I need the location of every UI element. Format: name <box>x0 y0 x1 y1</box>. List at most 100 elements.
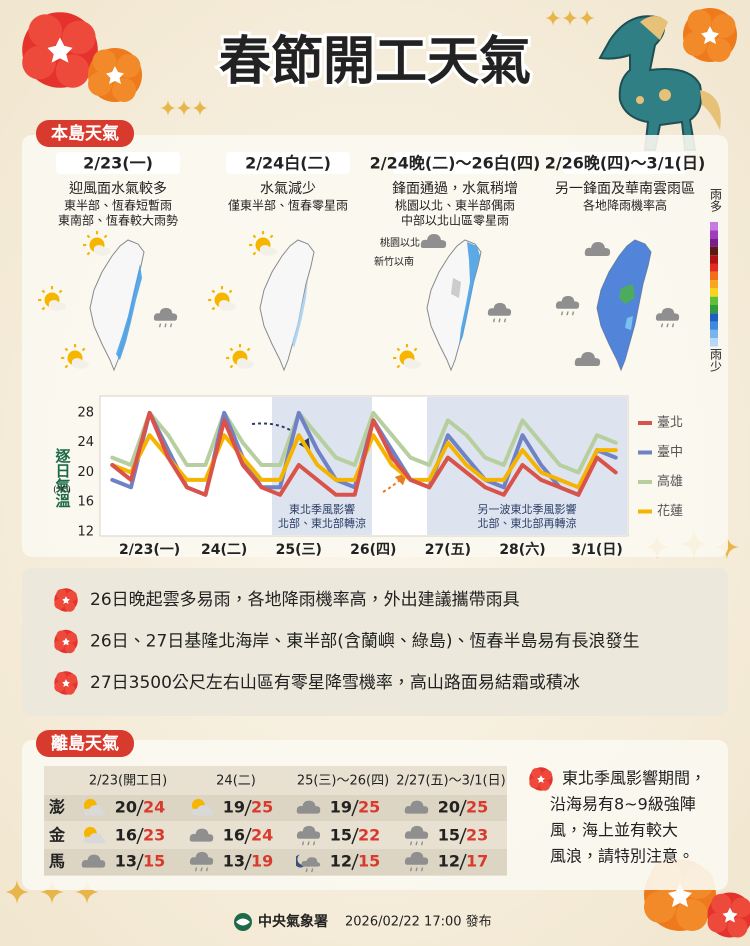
high-temp: 24 <box>251 826 273 845</box>
flower-decoration <box>88 48 142 102</box>
annotation: 北部、東北部再轉涼 <box>478 516 577 530</box>
panel-detail: 東半部、恆春短暫雨 <box>64 198 172 213</box>
separator <box>136 853 144 871</box>
panel-date: 2/24白(二) <box>245 154 331 173</box>
separator <box>351 853 359 871</box>
separator <box>136 827 144 845</box>
separator <box>244 853 252 871</box>
taiwan-map <box>426 239 482 371</box>
high-temp: 24 <box>143 798 165 817</box>
note-text: 26日、27日基隆北海岸、東半部(含蘭嶼、綠島)、恆春半島易有長浪發生 <box>90 632 640 652</box>
rain-scale-top: 雨多 <box>709 188 723 213</box>
bullet-icon <box>529 767 553 791</box>
high-temp: 25 <box>251 798 273 817</box>
high-temp: 25 <box>358 798 380 817</box>
section-badge <box>36 730 134 757</box>
legend-label: 臺中 <box>657 445 683 460</box>
temperature-line <box>110 410 618 475</box>
rain-area <box>116 264 142 360</box>
advisory-line: 東北季風影響期間， <box>562 769 706 788</box>
panel-detail: 桃園以北、東半部偶雨 <box>395 198 515 213</box>
legend-swatch <box>638 450 652 455</box>
rain-area <box>619 284 635 304</box>
high-temp: 15 <box>143 852 165 871</box>
low-temp: 12 <box>330 852 352 871</box>
low-temp: 19 <box>223 798 245 817</box>
x-tick-label: 2/23(一) <box>119 542 180 558</box>
low-temp: 15 <box>438 826 460 845</box>
rain-scale-step <box>710 338 718 347</box>
taiwan-map <box>259 239 315 371</box>
horse-decoration <box>598 15 721 151</box>
rain-scale-step <box>710 246 718 256</box>
high-temp: 15 <box>358 852 380 871</box>
rain-scale-step <box>710 271 718 281</box>
rain-area <box>597 240 651 370</box>
advisory-line: 沿海易有8~9級強陣 <box>550 795 696 814</box>
rain-scale-step <box>710 222 718 231</box>
panel-summary: 另一鋒面及華南雲雨區 <box>555 181 695 197</box>
separator <box>351 799 359 817</box>
taiwan-map <box>89 239 145 371</box>
panel-detail: 東南部、恆春較大雨勢 <box>58 213 178 228</box>
agency-logo <box>234 913 252 931</box>
panel-summary: 迎風面水氣較多 <box>69 181 167 197</box>
annotation: 東北季風影響 <box>289 502 355 516</box>
separator <box>459 827 467 845</box>
y-axis-unit: (°C) <box>53 486 71 496</box>
bullet-icon <box>54 629 78 654</box>
row-band <box>44 795 507 821</box>
date-pill <box>393 152 517 174</box>
taiwan-map <box>596 239 652 371</box>
section-badge <box>36 120 134 147</box>
map-label: 桃園以北 <box>380 236 420 249</box>
y-tick-label: 28 <box>77 405 94 420</box>
panel-detail: 僅東半部、恆春零星雨 <box>228 198 348 213</box>
rain-scale-step <box>710 230 718 239</box>
separator <box>244 799 252 817</box>
high-temp: 17 <box>466 852 488 871</box>
x-tick-label: 24(二) <box>201 542 247 558</box>
high-temp: 22 <box>358 826 380 845</box>
high-temp: 23 <box>466 826 488 845</box>
advisory-line: 風，海上並有較大 <box>550 821 678 840</box>
issued-time: 2026/02/22 17:00 發布 <box>345 915 492 930</box>
separator <box>351 827 359 845</box>
island-table-cells: 2/23(開工日) 24(二) 25(三)〜26(四) 2/27(五)〜3/1(日) 澎… <box>44 774 507 875</box>
panel-summary: 水氣減少 <box>260 180 316 197</box>
date-pill <box>56 152 180 174</box>
legend-swatch <box>638 509 652 514</box>
rain-scale <box>710 222 718 347</box>
rain-area <box>459 242 480 346</box>
x-tick-label: 25(三) <box>276 542 322 558</box>
low-temp: 13 <box>223 852 245 871</box>
x-tick-label: 3/1(日) <box>571 542 622 558</box>
rain-scale-bottom: 雨少 <box>709 348 723 372</box>
island-name: 金 <box>48 826 66 845</box>
low-temp: 19 <box>330 798 352 817</box>
legend-swatch <box>638 480 652 484</box>
note-text: 26日晚起雲多易雨，各地降雨機率高，外出建議攜帶雨具 <box>90 590 520 610</box>
low-temp: 16 <box>223 826 245 845</box>
low-temp: 16 <box>115 826 137 845</box>
flower-decoration <box>707 892 750 938</box>
temperature-line <box>110 410 618 497</box>
legend-label: 臺北 <box>657 416 683 431</box>
x-tick-label: 26(四) <box>350 542 396 558</box>
panel-detail: 各地降雨機率高 <box>583 198 667 213</box>
rain-scale-step <box>710 238 718 247</box>
rain-scale-step <box>710 313 718 322</box>
annotation: 北部、東北部轉涼 <box>278 516 366 530</box>
legend-label: 花蓮 <box>657 503 683 519</box>
page-title: 春節開工天氣 <box>219 32 531 92</box>
rain-scale-step <box>710 329 718 339</box>
advisory-line: 風浪，請特別注意。 <box>550 847 694 866</box>
low-temp: 15 <box>330 826 352 845</box>
separator <box>136 799 144 817</box>
y-tick-label: 20 <box>77 465 94 480</box>
island-name: 澎 <box>49 798 65 817</box>
rain-area <box>292 278 308 348</box>
section-heading: 本島天氣 <box>51 123 119 144</box>
separator <box>459 853 467 871</box>
